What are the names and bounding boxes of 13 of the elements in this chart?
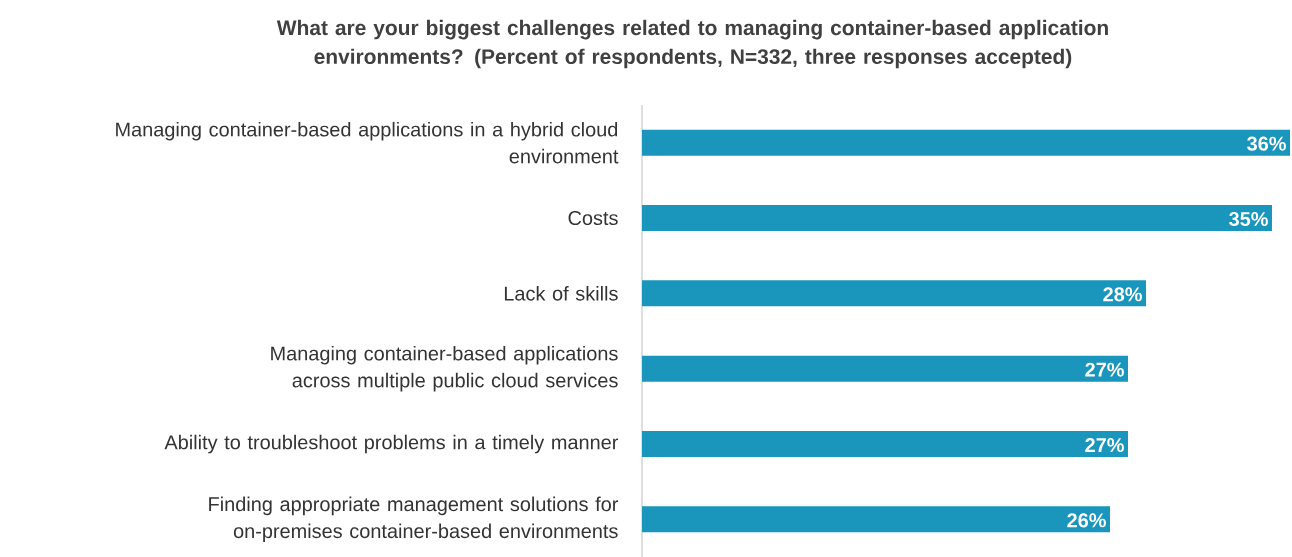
y-tick-label: Costs — [568, 210, 618, 226]
data-label: 26% — [1067, 513, 1106, 528]
chart-title: What are your biggest challenges related to managing container-based application environments? (Percent of respondents, N=332, three responses accepted) — [276, 19, 1108, 69]
y-tick-label: Finding appropriate management solutions for on-premises container-based environments — [209, 496, 619, 543]
data-label: 27% — [1085, 437, 1124, 453]
data-label: 28% — [1103, 287, 1142, 302]
data-label: 36% — [1247, 136, 1286, 151]
y-tick-label: Ability to troubleshoot problems in a timely manner — [164, 434, 619, 454]
y-tick-label: Lack of skills — [504, 286, 618, 301]
y-tick-label: Managing container-based applications in a hybrid cloud environment — [116, 121, 619, 164]
y-tick-label: Managing container-based applications across multiple public cloud services — [271, 345, 618, 392]
data-label: 27% — [1085, 362, 1124, 377]
data-label: 35% — [1229, 211, 1268, 227]
